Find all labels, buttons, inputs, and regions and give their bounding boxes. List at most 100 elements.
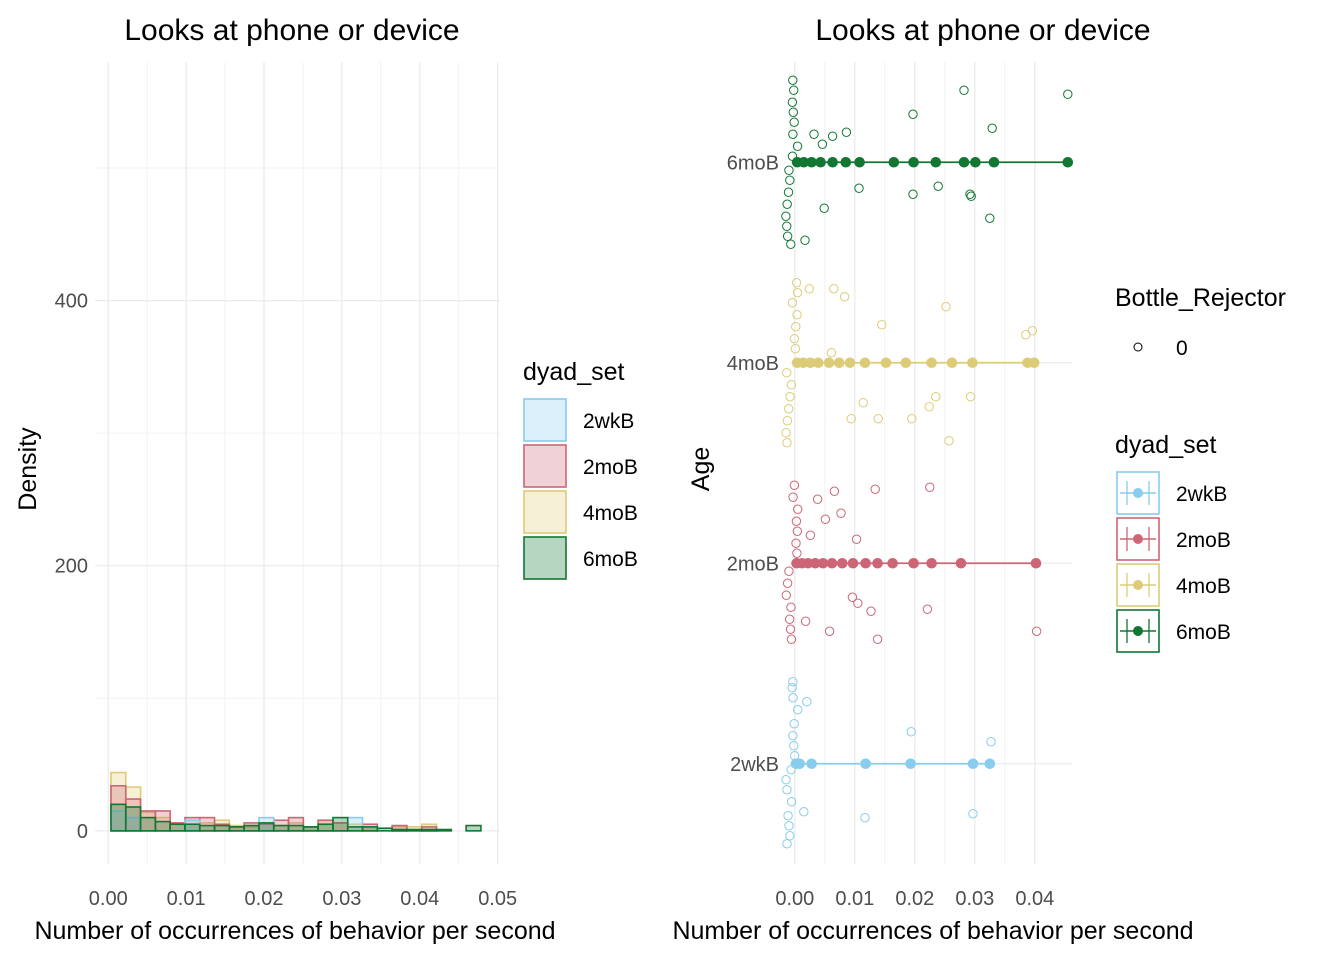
scatter-mean-point (967, 758, 979, 770)
scatter-legend-label: 2moB (1176, 529, 1231, 552)
scatter-point (1021, 330, 1031, 340)
bottle-rejector-legend-label: 0 (1176, 337, 1188, 360)
histogram-bar (302, 826, 319, 832)
scatter-y-ticks: 2wkB 2moB 4moB 6moB (727, 152, 779, 776)
scatter-mean-point (840, 156, 852, 168)
scatter-mean-point (930, 156, 942, 168)
histogram-bar (376, 827, 393, 832)
histogram-legend: dyad_set 2wkB 2moB 4moB 6moB (523, 358, 638, 580)
scatter-point (784, 821, 794, 831)
scatter-point (907, 414, 917, 424)
scatter-point (786, 380, 797, 390)
scatter-legend-title: dyad_set (1115, 431, 1217, 459)
scatter-point (784, 165, 794, 175)
scatter-point (789, 334, 800, 344)
scatter-point (788, 693, 798, 703)
scatter-title: Looks at phone or device (815, 14, 1150, 47)
histogram-x-tick-label: 0.04 (400, 888, 439, 910)
scatter-point (785, 175, 795, 185)
histogram-legend-swatch (523, 444, 567, 488)
scatter-point (792, 548, 802, 558)
scatter-x-axis-label: Number of occurrences of behavior per se… (672, 917, 1193, 945)
scatter-point (785, 392, 795, 402)
scatter-mean-point (806, 156, 817, 168)
scatter-point (809, 129, 819, 139)
histogram-title: Looks at phone or device (124, 14, 459, 47)
scatter-mean-point (794, 758, 805, 770)
scatter-y-tick-label: 4moB (727, 353, 779, 375)
scatter-mean-point (826, 557, 838, 569)
scatter-point (800, 235, 810, 245)
scatter-point (789, 117, 799, 127)
scatter-point (966, 191, 976, 201)
histogram-legend-swatch (523, 398, 567, 442)
histogram-y-tick-label: 400 (55, 291, 88, 313)
scatter-point (781, 775, 791, 785)
histogram-legend-swatch (523, 536, 567, 580)
histogram-x-tick-label: 0.03 (322, 888, 361, 910)
scatter-point (853, 598, 863, 608)
scatter-point (788, 129, 798, 139)
histogram-x-tick-label: 0.02 (245, 888, 284, 910)
scatter-point (820, 514, 831, 524)
histogram-gridlines (95, 62, 500, 864)
scatter-point (941, 302, 951, 312)
scatter-point (787, 298, 798, 308)
scatter-mean-point (988, 156, 1000, 168)
scatter-point (791, 278, 802, 288)
scatter-point (792, 288, 803, 298)
scatter-panel: Looks at phone or device 0.00 0.01 0.02 0.0… (672, 14, 1285, 945)
scatter-point (1063, 89, 1073, 99)
histogram-bar (435, 828, 453, 832)
scatter-point (805, 530, 816, 540)
scatter-point (792, 141, 803, 151)
scatter-point (782, 368, 792, 378)
histogram-legend-title: dyad_set (523, 358, 625, 386)
scatter-point (872, 634, 883, 644)
scatter-point (965, 392, 976, 402)
histogram-x-axis-label: Number of occurrences of behavior per se… (34, 917, 555, 945)
scatter-point (944, 436, 954, 446)
bottle-rejector-legend-key (1133, 342, 1143, 352)
scatter-point (793, 504, 803, 514)
scatter-point (782, 231, 793, 241)
scatter-point (824, 626, 835, 636)
histogram-x-tick-label: 0.05 (478, 888, 517, 910)
histogram-legend-label: 4moB (583, 502, 638, 525)
histogram-bars (110, 771, 482, 832)
scatter-mean-point (880, 357, 892, 369)
histogram-bar (258, 822, 275, 832)
scatter-mean-point (836, 557, 848, 569)
histogram-bar (272, 824, 290, 832)
scatter-mean-point (958, 156, 970, 168)
scatter-y-tick-label: 6moB (727, 152, 779, 174)
scatter-point (836, 508, 846, 518)
scatter-mean-point (926, 357, 937, 369)
histogram-bar (213, 824, 231, 832)
scatter-point (781, 428, 791, 438)
scatter-point (783, 187, 794, 197)
scatter-mean-point (908, 156, 919, 168)
scatter-point (786, 602, 796, 612)
histogram-bar (228, 826, 245, 832)
scatter-mean-point (817, 557, 829, 569)
scatter-point (802, 697, 812, 707)
histogram-bar (184, 823, 201, 832)
histogram-bar (110, 803, 127, 832)
scatter-point (789, 480, 800, 490)
bottle-rejector-legend-title: Bottle_Rejector (1115, 284, 1286, 312)
scatter-point (786, 797, 797, 807)
scatter-point (812, 494, 823, 504)
scatter-legend-dot (1133, 534, 1143, 544)
scatter-point (847, 592, 858, 602)
scatter-point (908, 109, 918, 119)
scatter-point (792, 310, 802, 320)
histogram-legend-label: 2moB (583, 456, 638, 479)
scatter-mean-point (926, 557, 937, 569)
scatter-mean-point (833, 357, 845, 369)
scatter-mean-point (967, 357, 978, 369)
scatter-point (786, 239, 796, 249)
scatter-mean-point (908, 557, 919, 569)
scatter-point (799, 807, 809, 817)
